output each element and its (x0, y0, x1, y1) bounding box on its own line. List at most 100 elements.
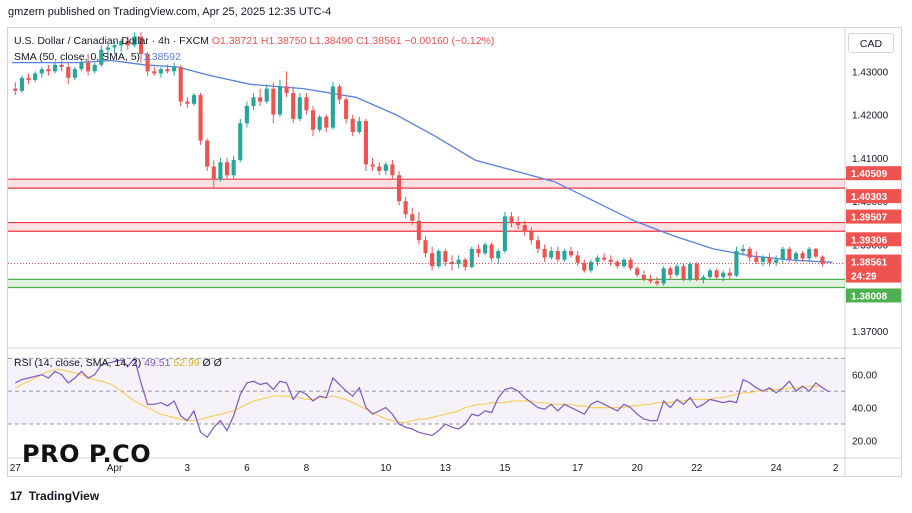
price-tick-label: 1.42000 (852, 111, 889, 122)
candle-body (324, 116, 329, 128)
candle-body (224, 162, 230, 176)
candle-body (648, 279, 653, 282)
candle-body (436, 251, 441, 267)
candle-body (92, 64, 97, 72)
candle-body (767, 257, 772, 263)
candle-body (707, 270, 713, 278)
candle-body (86, 62, 91, 72)
candle-body (238, 123, 243, 161)
time-tick-label: 22 (691, 463, 703, 474)
price-tick-label: 1.41000 (852, 154, 889, 165)
candle-body (489, 244, 494, 259)
currency-button[interactable]: CAD (848, 33, 894, 53)
candle-body (535, 240, 541, 249)
rsi-legend: RSI (14, close, SMA, 14, 2) 49.51 52.99 … (14, 357, 222, 369)
close-value: C1.38561 (356, 35, 402, 47)
candle-body (19, 77, 24, 91)
price-tick-label: 1.43000 (852, 67, 889, 78)
candle-body (734, 251, 739, 276)
candle-body (218, 162, 223, 180)
candle-body (430, 253, 435, 267)
candle-body (456, 259, 461, 265)
candle-body (602, 257, 607, 260)
candle-body (277, 86, 282, 115)
candle-body (482, 244, 488, 254)
resistance-label-upper-bg (846, 209, 901, 224)
rsi-value: 49.51 (144, 357, 171, 369)
candle-body (357, 121, 362, 132)
chart-frame (7, 27, 902, 477)
candle-body (542, 248, 547, 258)
candle-body (244, 105, 249, 124)
candle-body (231, 160, 236, 176)
candle-body (807, 248, 812, 259)
candle-body (185, 101, 190, 104)
candle-body (575, 255, 580, 263)
candle-body (522, 225, 527, 232)
candle-body (251, 97, 256, 106)
candle-body (291, 92, 296, 119)
candle-body (377, 166, 382, 171)
candle-body (172, 66, 177, 72)
candle-body (582, 262, 587, 271)
sma-line (12, 59, 833, 263)
candle-body (449, 261, 455, 265)
candle-body (774, 259, 779, 263)
candle-body (674, 266, 679, 275)
rsi-band (8, 358, 845, 425)
support-label-lower-bg (846, 288, 901, 303)
candle-body (443, 251, 448, 262)
candle-body (52, 64, 58, 72)
candle-body (787, 248, 792, 260)
candle-body (271, 88, 276, 115)
support-zone (8, 279, 845, 288)
candle-body (476, 248, 481, 254)
candle-body (138, 36, 144, 54)
time-tick-label: 20 (632, 463, 644, 474)
candle-body (119, 40, 124, 46)
time-tick-label: 6 (244, 463, 250, 474)
tradingview-brand: TradingView (28, 489, 100, 503)
candle-body (741, 248, 746, 252)
candle-body (72, 69, 77, 78)
candle-body (363, 121, 369, 165)
rsi-line (15, 356, 830, 439)
time-tick-label: 10 (380, 463, 392, 474)
candle-body (178, 66, 183, 102)
candle-body (516, 222, 521, 226)
candle-body (416, 220, 421, 241)
candle-body (304, 97, 309, 111)
resistance-label-upper: 1.39507 (851, 213, 888, 224)
support-label-lower: 1.38008 (851, 291, 888, 302)
candle-body (628, 259, 633, 269)
candle-body (569, 251, 574, 256)
candle-body (549, 251, 554, 258)
rsi-tick-label: 40.00 (852, 404, 877, 415)
rsi-extra: Ø Ø (202, 357, 222, 369)
resistance-label-lower: 1.40303 (851, 192, 888, 203)
candle-body (754, 257, 759, 262)
candle-body (39, 69, 44, 74)
candle-body (191, 95, 196, 104)
candle-body (621, 259, 627, 267)
time-tick-label: 27 (10, 463, 22, 474)
candle-body (317, 116, 322, 130)
tradingview-footer[interactable]: 17 TradingView (10, 489, 99, 503)
candle-body (330, 86, 335, 128)
candle-body (701, 277, 706, 280)
candle-body (760, 257, 765, 262)
candle-body (403, 201, 408, 215)
candle-body (502, 216, 507, 252)
candle-body (396, 175, 402, 202)
candle-body (562, 251, 567, 260)
candle-body (661, 268, 666, 284)
candle-body (284, 86, 289, 93)
time-tick-label: 3 (185, 463, 191, 474)
countdown-label: 24:29 (851, 272, 877, 283)
candle-body (529, 231, 534, 241)
candle-body (33, 73, 38, 80)
candle-body (714, 270, 719, 278)
candle-body (747, 248, 752, 258)
candle-body (158, 69, 163, 74)
